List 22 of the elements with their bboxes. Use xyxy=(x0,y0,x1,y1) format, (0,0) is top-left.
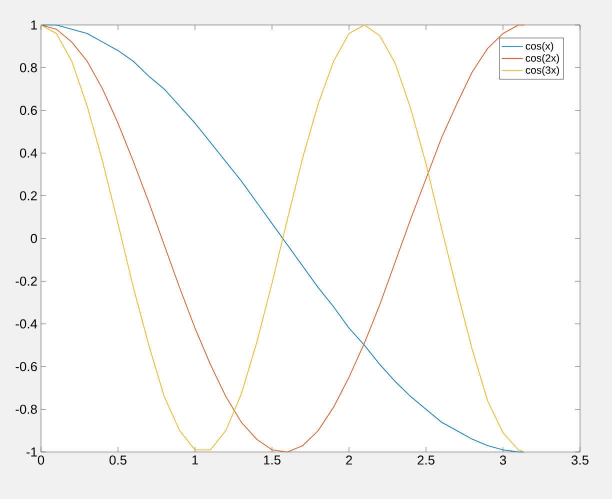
y-tick-label: 0.4 xyxy=(20,148,38,158)
x-tick-label: 0.5 xyxy=(110,456,126,465)
legend-label: cos(2x) xyxy=(526,54,559,64)
y-tick-label: 0.2 xyxy=(20,191,37,200)
y-tick-label: 0.8 xyxy=(20,63,37,72)
y-tick-label: 0.6 xyxy=(20,106,37,115)
y-tick-label: -0.6 xyxy=(16,362,37,372)
x-tick-label: 3.5 xyxy=(572,456,588,465)
x-tick-label: 1 xyxy=(192,456,198,464)
x-tick-label: 2.5 xyxy=(418,456,434,465)
x-tick-label: 0 xyxy=(38,456,44,465)
y-tick-label: -0.8 xyxy=(16,404,37,414)
y-tick-label: 0 xyxy=(30,234,37,244)
y-tick-label: -0.2 xyxy=(16,276,37,286)
y-tick-label: 1 xyxy=(31,20,37,30)
y-tick-label: -1 xyxy=(26,448,37,456)
legend-label: cos(3x) xyxy=(526,66,559,76)
x-tick-label: 1.5 xyxy=(264,456,280,465)
legend-label: cos(x) xyxy=(526,42,554,52)
y-tick-label: -0.4 xyxy=(16,319,38,328)
x-tick-label: 3 xyxy=(500,456,506,465)
x-tick-label: 2 xyxy=(346,456,352,465)
